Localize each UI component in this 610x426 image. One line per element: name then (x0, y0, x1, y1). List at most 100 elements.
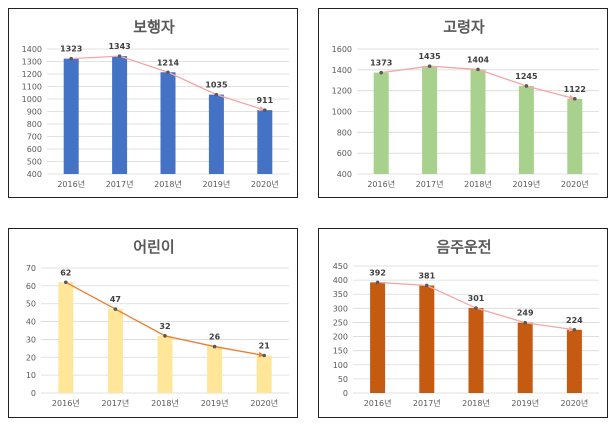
y-tick-label: 1600 (332, 45, 352, 54)
bar (470, 69, 486, 174)
bar (63, 58, 79, 174)
data-label: 1343 (108, 42, 130, 51)
data-point (64, 280, 68, 285)
x-tick-label: 2016년 (52, 398, 80, 408)
y-tick-label: 60 (26, 282, 36, 291)
x-tick-label: 2018년 (154, 179, 182, 189)
y-tick-label: 1200 (332, 87, 352, 96)
y-tick-label: 0 (31, 389, 36, 398)
y-tick-label: 1000 (22, 95, 42, 104)
data-point (524, 84, 529, 88)
data-point (474, 306, 478, 310)
data-label: 32 (159, 322, 170, 331)
bar (419, 285, 435, 393)
x-tick-label: 2016년 (364, 398, 392, 408)
x-tick-label: 2020년 (251, 179, 279, 189)
y-tick-label: 800 (27, 120, 42, 129)
data-point (573, 96, 577, 101)
data-point (523, 320, 527, 325)
data-label: 249 (517, 309, 534, 318)
y-tick-label: 700 (27, 133, 42, 142)
bar (373, 72, 389, 174)
y-tick-label: 1200 (22, 70, 42, 79)
y-tick-label: 50 (26, 300, 36, 309)
data-point (214, 92, 219, 97)
data-point (113, 307, 118, 311)
bar (58, 282, 74, 393)
data-label: 392 (369, 268, 386, 277)
bar (112, 56, 128, 174)
data-point (262, 353, 266, 358)
chart-panel-elderly: 고령자 400 600 800 1000 1200 1400 1600 2016년 1373 201… (318, 8, 608, 198)
data-point (166, 70, 170, 75)
x-tick-label: 2017년 (106, 179, 134, 189)
chart-panel-children: 어린이 0 10 20 30 40 50 60 70 2016년 62 2017년 47 2018년 32 2… (8, 228, 298, 418)
data-label: 21 (259, 342, 271, 351)
data-label: 224 (566, 316, 583, 325)
bar (517, 322, 533, 393)
data-label: 1245 (515, 72, 538, 81)
bar (256, 355, 272, 393)
x-tick-label: 2017년 (416, 179, 444, 189)
y-tick-label: 1400 (332, 66, 352, 75)
chart-title: 고령자 (443, 18, 485, 36)
bar (208, 94, 224, 174)
x-tick-label: 2019년 (511, 398, 539, 408)
y-tick-label: 10 (26, 371, 36, 380)
y-tick-label: 50 (338, 375, 348, 384)
bar (160, 72, 176, 174)
bar (107, 309, 123, 393)
y-tick-label: 1000 (332, 108, 352, 117)
data-label: 1122 (564, 85, 586, 94)
bar (567, 98, 583, 174)
x-tick-label: 2019년 (201, 398, 229, 408)
y-tick-label: 600 (337, 149, 352, 158)
y-tick-label: 70 (26, 264, 36, 273)
x-tick-label: 2018년 (464, 179, 492, 189)
data-point (476, 67, 480, 72)
chart-panel-drunk-driving: 음주운전 0 50 100 150 200 250 300 350 400 450 2016년 392 2… (318, 228, 608, 418)
y-tick-label: 450 (333, 262, 348, 271)
bar (370, 282, 386, 393)
data-point (212, 344, 217, 349)
y-tick-label: 400 (333, 276, 348, 285)
x-tick-label: 2018년 (151, 398, 179, 408)
x-tick-label: 2016년 (367, 179, 395, 189)
y-tick-label: 350 (333, 290, 348, 299)
chart-title: 어린이 (133, 238, 174, 256)
x-tick-label: 2017년 (102, 398, 130, 408)
data-label: 1323 (60, 45, 82, 54)
y-tick-label: 1300 (22, 58, 42, 67)
data-point (117, 54, 122, 58)
x-tick-label: 2017년 (413, 398, 441, 408)
y-tick-label: 0 (343, 389, 348, 398)
data-label: 1373 (370, 59, 392, 68)
data-label: 381 (418, 271, 435, 280)
y-tick-label: 200 (333, 333, 348, 342)
data-label: 1404 (467, 55, 490, 64)
bar (468, 308, 484, 393)
trend-arrowhead (568, 326, 575, 332)
data-label: 911 (256, 96, 273, 105)
y-tick-label: 20 (26, 353, 36, 362)
data-label: 1035 (205, 81, 228, 90)
y-tick-label: 1400 (22, 45, 42, 54)
bar (207, 346, 223, 393)
data-point (427, 64, 432, 68)
x-tick-label: 2016년 (57, 179, 85, 189)
x-tick-label: 2020년 (561, 179, 589, 189)
y-tick-label: 600 (27, 145, 42, 154)
chart-title: 보행자 (133, 18, 175, 36)
data-point (425, 283, 429, 288)
y-tick-label: 300 (333, 304, 348, 313)
chart-svg: 음주운전 0 50 100 150 200 250 300 350 400 450 2016년 392 2… (333, 238, 599, 408)
chart-panel-pedestrian: 보행자 400 500 600 700 800 900 1000 1100 1200 1300 140… (8, 8, 298, 198)
y-tick-label: 150 (333, 347, 348, 356)
bar (518, 85, 534, 174)
y-tick-label: 1100 (22, 83, 42, 92)
y-tick-label: 400 (27, 170, 42, 179)
data-point (263, 108, 267, 112)
bar (566, 329, 582, 393)
data-point (572, 327, 577, 332)
data-point (379, 70, 383, 75)
